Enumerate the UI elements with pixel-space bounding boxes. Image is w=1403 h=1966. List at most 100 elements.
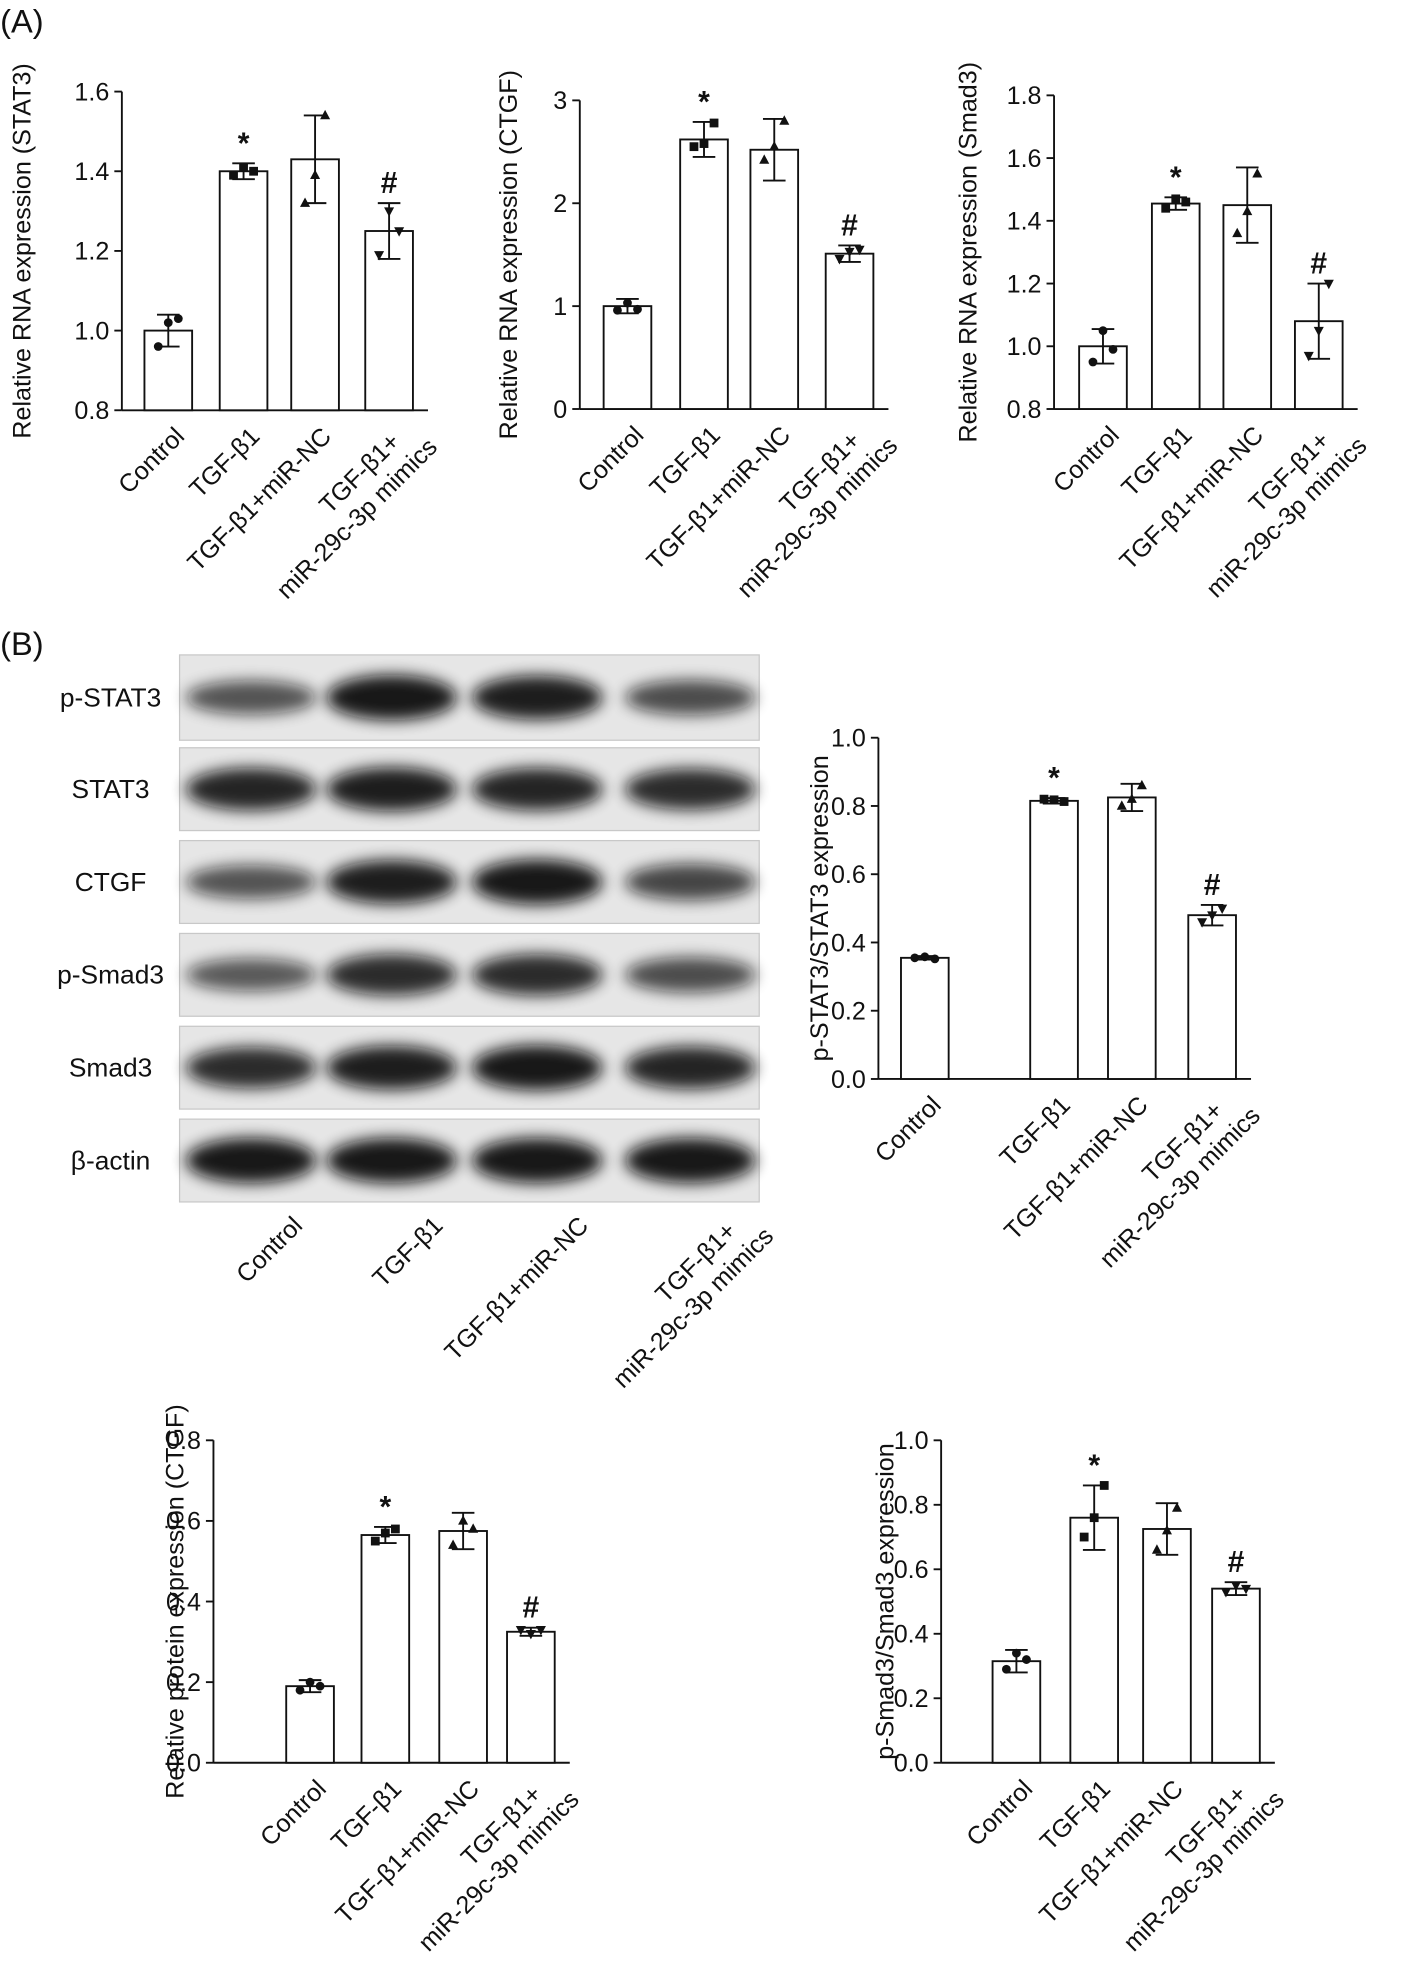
data-point xyxy=(535,1625,546,1636)
data-point xyxy=(1079,1532,1089,1542)
panel-label: (B) xyxy=(0,625,43,662)
y-axis-title: p-STAT3/STAT3 expression xyxy=(806,755,834,1061)
data-point xyxy=(448,1539,459,1549)
bar xyxy=(364,230,414,412)
data-point xyxy=(1313,326,1324,337)
data-point xyxy=(1151,1544,1162,1554)
bar xyxy=(1211,1587,1261,1764)
data-point xyxy=(515,1625,526,1636)
data-point xyxy=(689,142,699,152)
data-point xyxy=(370,1536,380,1546)
data-point xyxy=(779,115,790,125)
blot-row-label: p-Smad3 xyxy=(57,960,164,990)
significance-mark: * xyxy=(1170,161,1182,194)
x-tick-label-group: Control xyxy=(231,1211,308,1288)
data-point xyxy=(1108,345,1118,354)
bar xyxy=(824,252,875,410)
data-point xyxy=(1181,197,1191,207)
data-point xyxy=(1323,279,1334,290)
bar xyxy=(900,956,950,1080)
y-tick-label: 0.4 xyxy=(894,1621,929,1649)
data-point xyxy=(295,1685,305,1695)
y-tick-label: 1 xyxy=(553,293,567,321)
bar xyxy=(1187,914,1237,1080)
x-tick-label-group: TGF-β1+miR-29c-3p mimics xyxy=(608,1217,780,1394)
x-tick-label-group: TGF-β1+miR-29c-3p mimics xyxy=(1201,426,1373,603)
x-tick-label-group: TGF-β1+miR-29c-3p mimics xyxy=(271,428,443,605)
x-tick-label: Control xyxy=(572,421,649,498)
data-point xyxy=(1022,1655,1031,1664)
y-tick-label: 0.8 xyxy=(166,1427,201,1455)
data-point xyxy=(834,255,845,265)
panel-label: (A) xyxy=(0,3,43,40)
blot-band xyxy=(471,1137,603,1184)
x-tick-label-group: Control xyxy=(113,422,190,499)
blot-band xyxy=(471,954,603,996)
bar xyxy=(1029,799,1079,1080)
significance-mark: # xyxy=(841,209,858,242)
significance-mark: * xyxy=(1048,762,1060,795)
blot-band xyxy=(185,680,317,715)
bar xyxy=(602,305,653,410)
data-point xyxy=(305,1677,315,1687)
blot-band xyxy=(185,1137,317,1184)
x-tick-label: TGF-β1+miR-NC xyxy=(439,1211,594,1366)
data-point xyxy=(1116,800,1127,810)
data-point xyxy=(239,162,248,172)
data-point xyxy=(1207,911,1218,921)
blot-band xyxy=(326,1045,457,1090)
data-point xyxy=(1197,918,1208,928)
y-tick-label: 0.0 xyxy=(166,1750,201,1778)
y-tick-label: 0.6 xyxy=(166,1508,201,1536)
data-point xyxy=(1012,1648,1021,1658)
data-point xyxy=(153,342,163,351)
y-tick-label: 0.0 xyxy=(894,1750,929,1778)
data-point xyxy=(854,245,865,256)
blot-row-label: β-actin xyxy=(71,1145,151,1175)
x-tick-label: Control xyxy=(255,1775,332,1852)
blot-band xyxy=(326,674,457,721)
x-tick-label-group: TGF-β1+miR-29c-3p mimics xyxy=(732,426,904,603)
data-point xyxy=(1001,1664,1011,1674)
data-point xyxy=(1220,1588,1231,1598)
significance-mark: # xyxy=(1204,869,1221,902)
y-tick-label: 1.8 xyxy=(1007,82,1042,110)
bar xyxy=(991,1660,1042,1764)
data-point xyxy=(1240,1584,1252,1595)
data-point xyxy=(374,251,385,261)
data-point xyxy=(920,952,930,962)
blot-band xyxy=(185,865,317,899)
blot-band xyxy=(326,1137,457,1184)
y-tick-label: 0.8 xyxy=(831,793,866,821)
x-tick-label-group: Control xyxy=(1048,421,1125,498)
y-tick-label: 1.2 xyxy=(1007,270,1042,298)
y-tick-label: 0.8 xyxy=(74,397,109,425)
data-point xyxy=(930,954,940,964)
significance-mark: * xyxy=(698,86,710,119)
data-point xyxy=(1059,797,1069,806)
bar xyxy=(285,1685,335,1764)
blot-band xyxy=(326,860,457,904)
data-point xyxy=(320,109,331,120)
blot-band xyxy=(624,957,756,993)
data-point xyxy=(394,227,405,237)
data-point xyxy=(699,139,709,148)
data-point xyxy=(1161,203,1171,213)
y-tick-label: 0.8 xyxy=(894,1492,929,1520)
y-tick-label: 1.0 xyxy=(1007,333,1042,361)
data-point xyxy=(1089,1513,1099,1523)
x-tick-label: Control xyxy=(1048,421,1125,498)
significance-mark: * xyxy=(238,127,250,160)
blot-band xyxy=(471,1045,603,1091)
blot-row-label: Smad3 xyxy=(69,1052,152,1082)
x-tick-label-group: TGF-β1+miR-29c-3p mimics xyxy=(1118,1780,1290,1957)
data-point xyxy=(300,197,311,207)
y-tick-label: 0.4 xyxy=(166,1588,201,1616)
blot-band xyxy=(326,767,457,812)
data-point xyxy=(1126,793,1137,803)
x-tick-label-group: Control xyxy=(572,421,649,498)
blot-band xyxy=(624,768,756,810)
data-point xyxy=(1136,779,1147,790)
x-tick-label-group: TGF-β1+miR-29c-3p mimics xyxy=(1094,1096,1266,1273)
